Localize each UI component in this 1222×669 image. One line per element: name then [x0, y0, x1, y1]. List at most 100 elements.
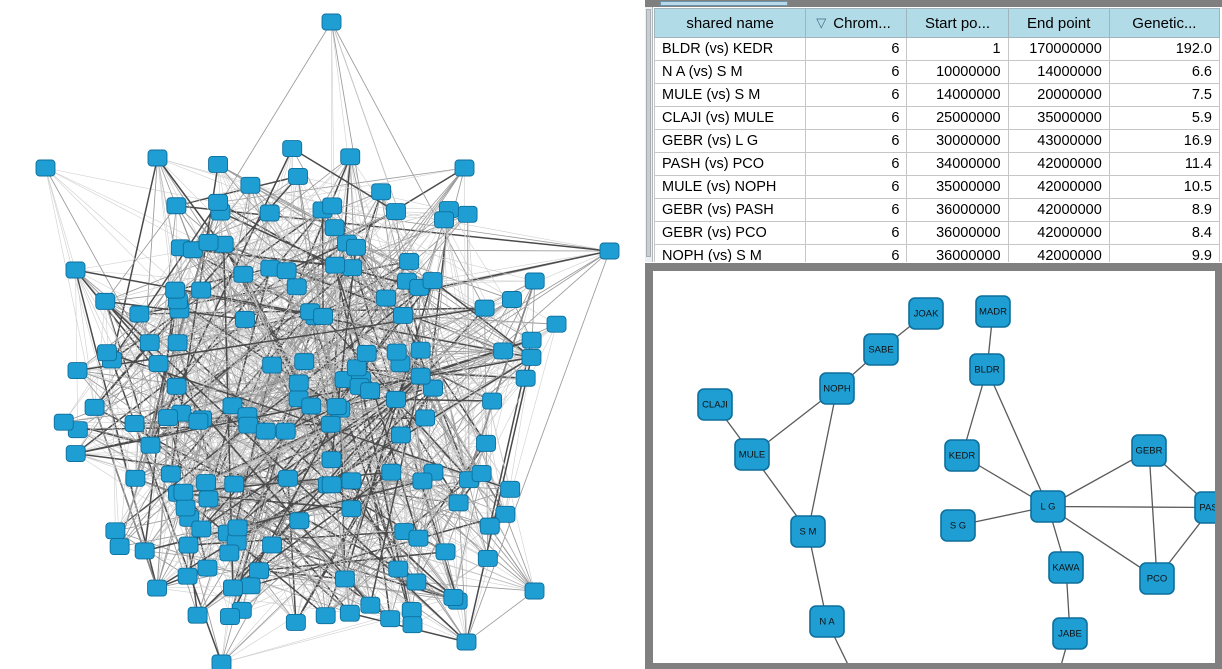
subnetwork-node[interactable]: PCO	[1139, 562, 1175, 595]
large-network-node[interactable]	[390, 426, 411, 444]
large-network-node[interactable]	[443, 588, 464, 606]
large-network-node[interactable]	[198, 490, 219, 508]
table-row[interactable]: CLAJI (vs) MULE 6 25000000 35000000 5.9	[654, 106, 1220, 130]
large-network-node[interactable]	[456, 633, 477, 651]
large-network-node[interactable]	[454, 159, 475, 177]
large-network-node[interactable]	[139, 334, 160, 352]
large-network-node[interactable]	[124, 415, 145, 432]
large-network-node[interactable]	[515, 369, 536, 387]
large-network-node[interactable]	[399, 252, 420, 270]
large-network-node[interactable]	[356, 344, 377, 362]
large-network-node[interactable]	[222, 579, 243, 597]
large-network-node[interactable]	[282, 140, 303, 157]
large-network-node[interactable]	[346, 359, 367, 377]
subnetwork-edge[interactable]	[1047, 505, 1213, 509]
subnetwork-node[interactable]: PASH	[1194, 491, 1215, 524]
large-network-node[interactable]	[167, 334, 188, 352]
table-scroll-region[interactable]: shared name ▽ Chrom... Start po... End po…	[654, 8, 1220, 266]
large-network-node[interactable]	[289, 512, 310, 530]
table-row[interactable]: GEBR (vs) PCO 6 36000000 42000000 8.4	[654, 221, 1220, 245]
large-network-node[interactable]	[501, 291, 522, 308]
large-network-node[interactable]	[53, 413, 74, 431]
scrollbar-thumb[interactable]	[646, 9, 651, 257]
large-network-node[interactable]	[84, 398, 105, 416]
subnetwork-node[interactable]: CLAJI	[697, 388, 733, 421]
large-network-node[interactable]	[65, 445, 86, 463]
large-network-node[interactable]	[341, 500, 362, 518]
large-network-node[interactable]	[474, 299, 495, 317]
subnetwork-node[interactable]: MULE	[734, 438, 770, 471]
large-network-node[interactable]	[371, 183, 392, 201]
large-network-node[interactable]	[521, 348, 542, 366]
large-network-node[interactable]	[360, 596, 381, 614]
table-row[interactable]: MULE (vs) NOPH 6 35000000 42000000 10.5	[654, 175, 1220, 199]
large-network-node[interactable]	[401, 601, 422, 619]
column-header-end-point[interactable]: End point	[1007, 8, 1110, 38]
large-network-node[interactable]	[196, 474, 217, 492]
large-network-node[interactable]	[326, 398, 347, 415]
large-network-node[interactable]	[386, 343, 407, 361]
large-network-node[interactable]	[386, 390, 406, 408]
subnetwork-node[interactable]: NOPH	[819, 372, 855, 405]
large-network-node[interactable]	[321, 451, 342, 469]
large-network-node[interactable]	[476, 434, 496, 452]
large-network-node[interactable]	[325, 256, 346, 274]
subnetwork-edge[interactable]	[986, 369, 1049, 507]
large-network-node[interactable]	[278, 469, 298, 487]
subnetwork-node[interactable]: SABE	[863, 333, 899, 366]
large-network-node[interactable]	[129, 305, 150, 323]
table-row[interactable]: MULE (vs) S M 6 14000000 20000000 7.5	[654, 83, 1220, 107]
subnetwork-edge[interactable]	[1148, 450, 1158, 579]
large-network-node[interactable]	[408, 529, 429, 547]
large-network-node[interactable]	[224, 475, 245, 493]
large-network-node[interactable]	[521, 331, 542, 349]
large-network-graph[interactable]	[0, 0, 645, 669]
table-tab-stub[interactable]	[660, 1, 788, 6]
subnetwork-edge[interactable]	[1047, 505, 1158, 580]
large-network-node[interactable]	[262, 536, 283, 554]
large-network-node[interactable]	[320, 415, 341, 433]
subnetwork-node[interactable]: GEBR	[1131, 434, 1167, 467]
large-network-node[interactable]	[422, 272, 443, 290]
large-network-node[interactable]	[599, 242, 620, 260]
large-network-node[interactable]	[360, 382, 381, 400]
large-network-node[interactable]	[259, 204, 280, 222]
subnetwork-edge[interactable]	[807, 388, 838, 532]
large-network-node[interactable]	[240, 176, 261, 194]
large-network-node[interactable]	[493, 342, 514, 360]
large-network-node[interactable]	[197, 559, 218, 577]
large-network-node[interactable]	[220, 608, 240, 626]
large-network-node[interactable]	[381, 463, 402, 481]
large-network-node[interactable]	[140, 436, 161, 454]
large-network-node[interactable]	[134, 542, 155, 560]
table-vertical-scrollbar[interactable]	[645, 7, 653, 268]
large-network-node[interactable]	[276, 262, 297, 280]
subnetwork-node[interactable]: S G	[940, 509, 976, 542]
table-row[interactable]: PASH (vs) PCO 6 34000000 42000000 11.4	[654, 152, 1220, 176]
column-header-chromosome[interactable]: ▽ Chrom...	[805, 8, 908, 38]
large-network-node[interactable]	[222, 397, 243, 415]
large-network-node[interactable]	[482, 392, 503, 410]
large-network-node[interactable]	[147, 149, 168, 167]
column-header-genetic[interactable]: Genetic...	[1108, 8, 1220, 38]
subnetwork-node[interactable]: S M	[790, 515, 826, 548]
large-network-node[interactable]	[339, 604, 360, 622]
large-network-node[interactable]	[165, 281, 186, 299]
large-network-node[interactable]	[233, 265, 254, 283]
large-network-node[interactable]	[166, 197, 187, 215]
large-network-node[interactable]	[479, 517, 500, 535]
large-network-node[interactable]	[208, 193, 229, 211]
table-row[interactable]: BLDR (vs) KEDR 6 1 170000000 192.0	[654, 37, 1220, 61]
large-network-node[interactable]	[173, 483, 194, 501]
large-network-node[interactable]	[96, 344, 117, 362]
large-network-node[interactable]	[219, 544, 240, 562]
large-network-node[interactable]	[125, 469, 146, 487]
large-network-node[interactable]	[410, 341, 431, 359]
large-network-node[interactable]	[313, 307, 334, 325]
large-network-node[interactable]	[477, 549, 498, 567]
large-network-node[interactable]	[288, 374, 309, 392]
large-network-node[interactable]	[386, 203, 406, 221]
large-network-node[interactable]	[406, 573, 427, 591]
table-row[interactable]: NOPH (vs) S M 6 36000000 42000000 9.9	[654, 244, 1220, 266]
